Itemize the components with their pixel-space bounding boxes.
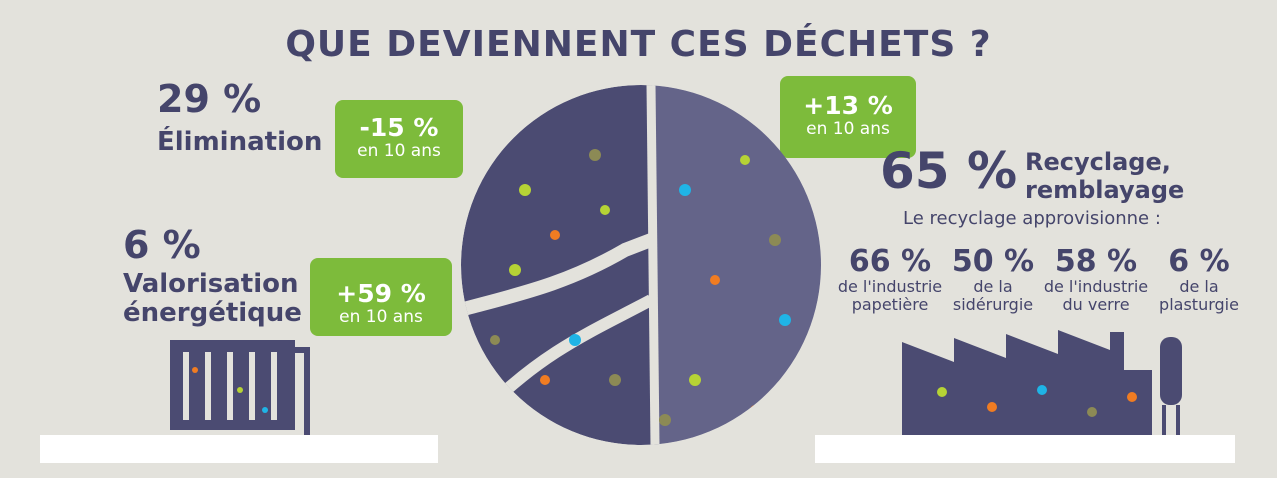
tag-recyclage-period: en 10 ans: [806, 118, 890, 139]
valorisation-label-1: Valorisation: [123, 269, 299, 299]
stat-value: 50 %: [951, 244, 1035, 279]
tag-elimination-change: -15 % en 10 ans: [335, 100, 463, 178]
tag-recyclage-percent: +13 %: [803, 91, 893, 120]
valorisation-block: 6 % Valorisation énergétique: [123, 226, 302, 327]
tag-elimination-percent: -15 %: [359, 113, 439, 142]
tag-recyclage-change: +13 % en 10 ans: [780, 76, 916, 158]
stat-industrie-verre: 58 % de l'industrie du verre: [1036, 246, 1156, 314]
recyclage-subtitle: Le recyclage approvisionne :: [903, 208, 1161, 229]
ground-band-right: [815, 435, 1235, 463]
stat-industrie-papetiere: 66 % de l'industrie papetière: [830, 246, 950, 314]
tag-valorisation-change: +59 % en 10 ans: [310, 258, 452, 336]
stat-plasturgie: 6 % de la plasturgie: [1139, 246, 1259, 314]
elimination-label: Élimination: [157, 127, 323, 157]
valorisation-label-2: énergétique: [123, 297, 302, 328]
tag-elimination-period: en 10 ans: [357, 140, 441, 161]
tag-valorisation-percent: +59 %: [336, 279, 426, 308]
factory-illustration: [902, 330, 1182, 440]
waste-fragments: [490, 149, 791, 426]
stat-line2: du verre: [1062, 294, 1130, 314]
ground-band-left: [40, 435, 438, 463]
recyclage-percent: 65 %: [880, 142, 1018, 200]
stat-value: 6 %: [1168, 244, 1230, 279]
tag-valorisation-period: en 10 ans: [339, 306, 423, 327]
valorisation-percent: 6 %: [123, 223, 201, 267]
stat-line2: papetière: [851, 294, 929, 314]
elimination-block: 29 % Élimination: [157, 80, 322, 157]
waste-pie-illustration: [461, 85, 821, 445]
elimination-percent: 29 %: [157, 77, 262, 121]
stat-value: 66 %: [848, 244, 932, 279]
radiator-illustration: [170, 340, 310, 438]
stat-line1: de la: [973, 276, 1013, 296]
stat-siderurgie: 50 % de la sidérurgie: [933, 246, 1053, 314]
recyclage-label-1: Recyclage,: [1025, 148, 1171, 176]
stat-line1: de l'industrie: [1043, 276, 1149, 296]
stat-value: 58 %: [1054, 244, 1138, 279]
recyclage-label-2: remblayage: [1025, 176, 1185, 204]
stat-line2: sidérurgie: [952, 294, 1034, 314]
page-title: QUE DEVIENNENT CES DÉCHETS ?: [285, 24, 992, 65]
stat-line2: plasturgie: [1159, 294, 1239, 314]
stat-line1: de l'industrie: [837, 276, 943, 296]
stat-line1: de la: [1179, 276, 1219, 296]
